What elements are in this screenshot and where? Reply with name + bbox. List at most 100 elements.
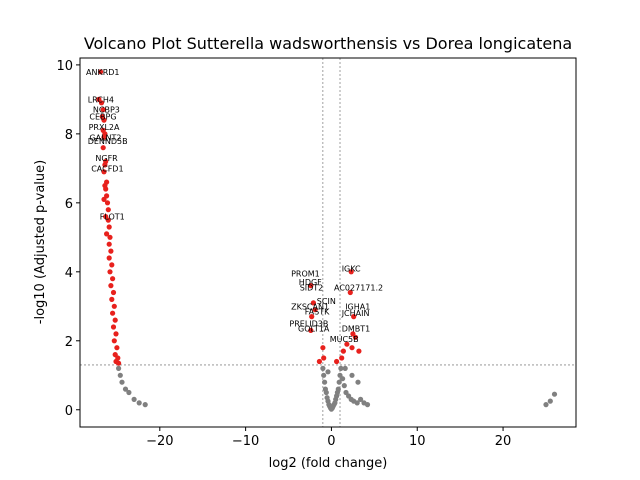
gene-label-22: DMBT1 [342, 325, 371, 334]
nonsignificant-point-39 [364, 402, 371, 408]
significant-point-45 [348, 269, 354, 275]
significant-point-40 [114, 345, 120, 351]
significant-point-57 [356, 348, 362, 354]
significant-point-31 [108, 283, 114, 289]
significant-point-25 [106, 241, 112, 247]
gene-label-2: NCBP3 [93, 106, 120, 115]
significant-point-22 [106, 224, 112, 230]
significant-point-46 [308, 283, 314, 289]
y-tick-label: 6 [65, 197, 73, 212]
significant-point-48 [347, 289, 353, 296]
significant-point-39 [111, 338, 117, 344]
nonsignificant-point-2 [119, 379, 125, 385]
significant-point-54 [308, 327, 314, 333]
gene-label-23: MUC5B [330, 335, 359, 344]
significant-point-62 [316, 358, 322, 365]
nonsignificant-point-12 [323, 389, 329, 396]
nonsignificant-point-8 [320, 365, 326, 371]
significant-point-59 [340, 348, 346, 354]
significant-point-60 [321, 355, 327, 361]
significant-point-24 [107, 234, 113, 240]
nonsignificant-point-30 [340, 376, 346, 382]
nonsignificant-point-9 [321, 372, 327, 378]
chart-title: Volcano Plot Sutterella wadsworthensis v… [84, 34, 572, 53]
x-tick-label: 10 [409, 434, 426, 449]
significant-point-17 [101, 196, 107, 202]
significant-point-12 [101, 169, 107, 175]
significant-point-56 [349, 345, 355, 351]
nonsignificant-point-36 [354, 400, 360, 406]
gene-label-11: HDGF [299, 278, 322, 287]
gene-labels: ANKRD1 LRCH4 NCBP3CEBPGPRXL2AGALNT2DENND5B… [86, 68, 383, 344]
y-tick-label: 8 [65, 128, 73, 143]
significant-point-27 [106, 255, 112, 261]
significant-point-63 [334, 358, 340, 365]
significant-point-35 [110, 310, 116, 316]
significant-point-50 [309, 314, 315, 320]
gene-label-7: NGFR [95, 154, 118, 163]
significant-point-18 [104, 200, 111, 206]
gene-label-17: FASTK [305, 308, 330, 317]
nonsignificant-point-41 [349, 372, 355, 378]
nonsignificant-point-10 [322, 379, 328, 385]
significant-point-5 [101, 117, 107, 123]
gene-label-20: PRELID3B [289, 320, 328, 329]
significant-point-61 [339, 355, 345, 361]
significant-point-3 [100, 107, 106, 113]
gene-label-0: ANKRD1 [86, 68, 120, 77]
x-axis-title: log2 (fold change) [269, 456, 388, 471]
significant-point-47 [310, 300, 316, 306]
nonsignificant-point-45 [547, 398, 553, 404]
significant-point-23 [104, 231, 110, 237]
significant-point-33 [109, 296, 115, 302]
y-tick-label: 10 [56, 59, 73, 74]
significant-point-29 [107, 269, 113, 275]
nonsignificant-point-31 [341, 383, 347, 389]
data-points [96, 69, 558, 412]
nonsignificant-point-44 [543, 402, 549, 408]
gene-label-18: IGHA1 [345, 302, 370, 311]
x-axis-ticks: −20 −10 0 10 20 [146, 427, 511, 449]
x-tick-label: −20 [146, 434, 173, 449]
gene-label-4: PRXL2A [89, 123, 120, 132]
significant-point-51 [351, 314, 357, 320]
nonsignificant-point-7 [142, 402, 148, 408]
significant-point-32 [110, 289, 117, 296]
gene-label-15: SCIN [317, 297, 336, 306]
gene-label-1: LRCH4 [88, 95, 114, 104]
gene-label-3: CEBPG [89, 113, 116, 122]
significant-point-26 [108, 248, 114, 254]
significant-point-55 [344, 341, 350, 347]
y-axis-ticks: 0 2 4 6 8 10 [56, 59, 80, 419]
gene-label-14: IGKC [342, 264, 361, 273]
nonsignificant-point-1 [117, 372, 123, 378]
significant-point-19 [105, 207, 111, 213]
nonsignificant-point-26 [335, 386, 341, 392]
significant-point-11 [102, 162, 108, 168]
nonsignificant-point-0 [116, 365, 122, 371]
gene-label-8: CACFD1 [91, 164, 123, 173]
y-tick-label: 4 [65, 266, 73, 281]
significant-point-30 [110, 276, 116, 282]
gene-label-10: PROM1 [291, 270, 320, 279]
significant-point-53 [352, 334, 359, 340]
nonsignificant-point-40 [355, 379, 361, 385]
nonsignificant-point-6 [136, 400, 142, 406]
nonsignificant-point-4 [126, 389, 132, 396]
significant-point-58 [320, 345, 326, 351]
significant-point-44 [116, 360, 122, 366]
gene-label-21: GOLT1A [298, 325, 330, 334]
gene-label-5: GALNT2 [89, 133, 121, 142]
gene-label-6: DENND5B [88, 137, 128, 146]
nonsignificant-point-43 [325, 369, 331, 375]
x-tick-label: 0 [327, 434, 335, 449]
x-tick-label: −10 [232, 434, 259, 449]
nonsignificant-point-5 [131, 396, 137, 402]
x-tick-label: 20 [495, 434, 512, 449]
y-tick-label: 2 [65, 335, 73, 350]
significant-point-36 [112, 317, 118, 323]
significant-point-28 [109, 262, 115, 268]
significant-point-8 [101, 134, 107, 140]
